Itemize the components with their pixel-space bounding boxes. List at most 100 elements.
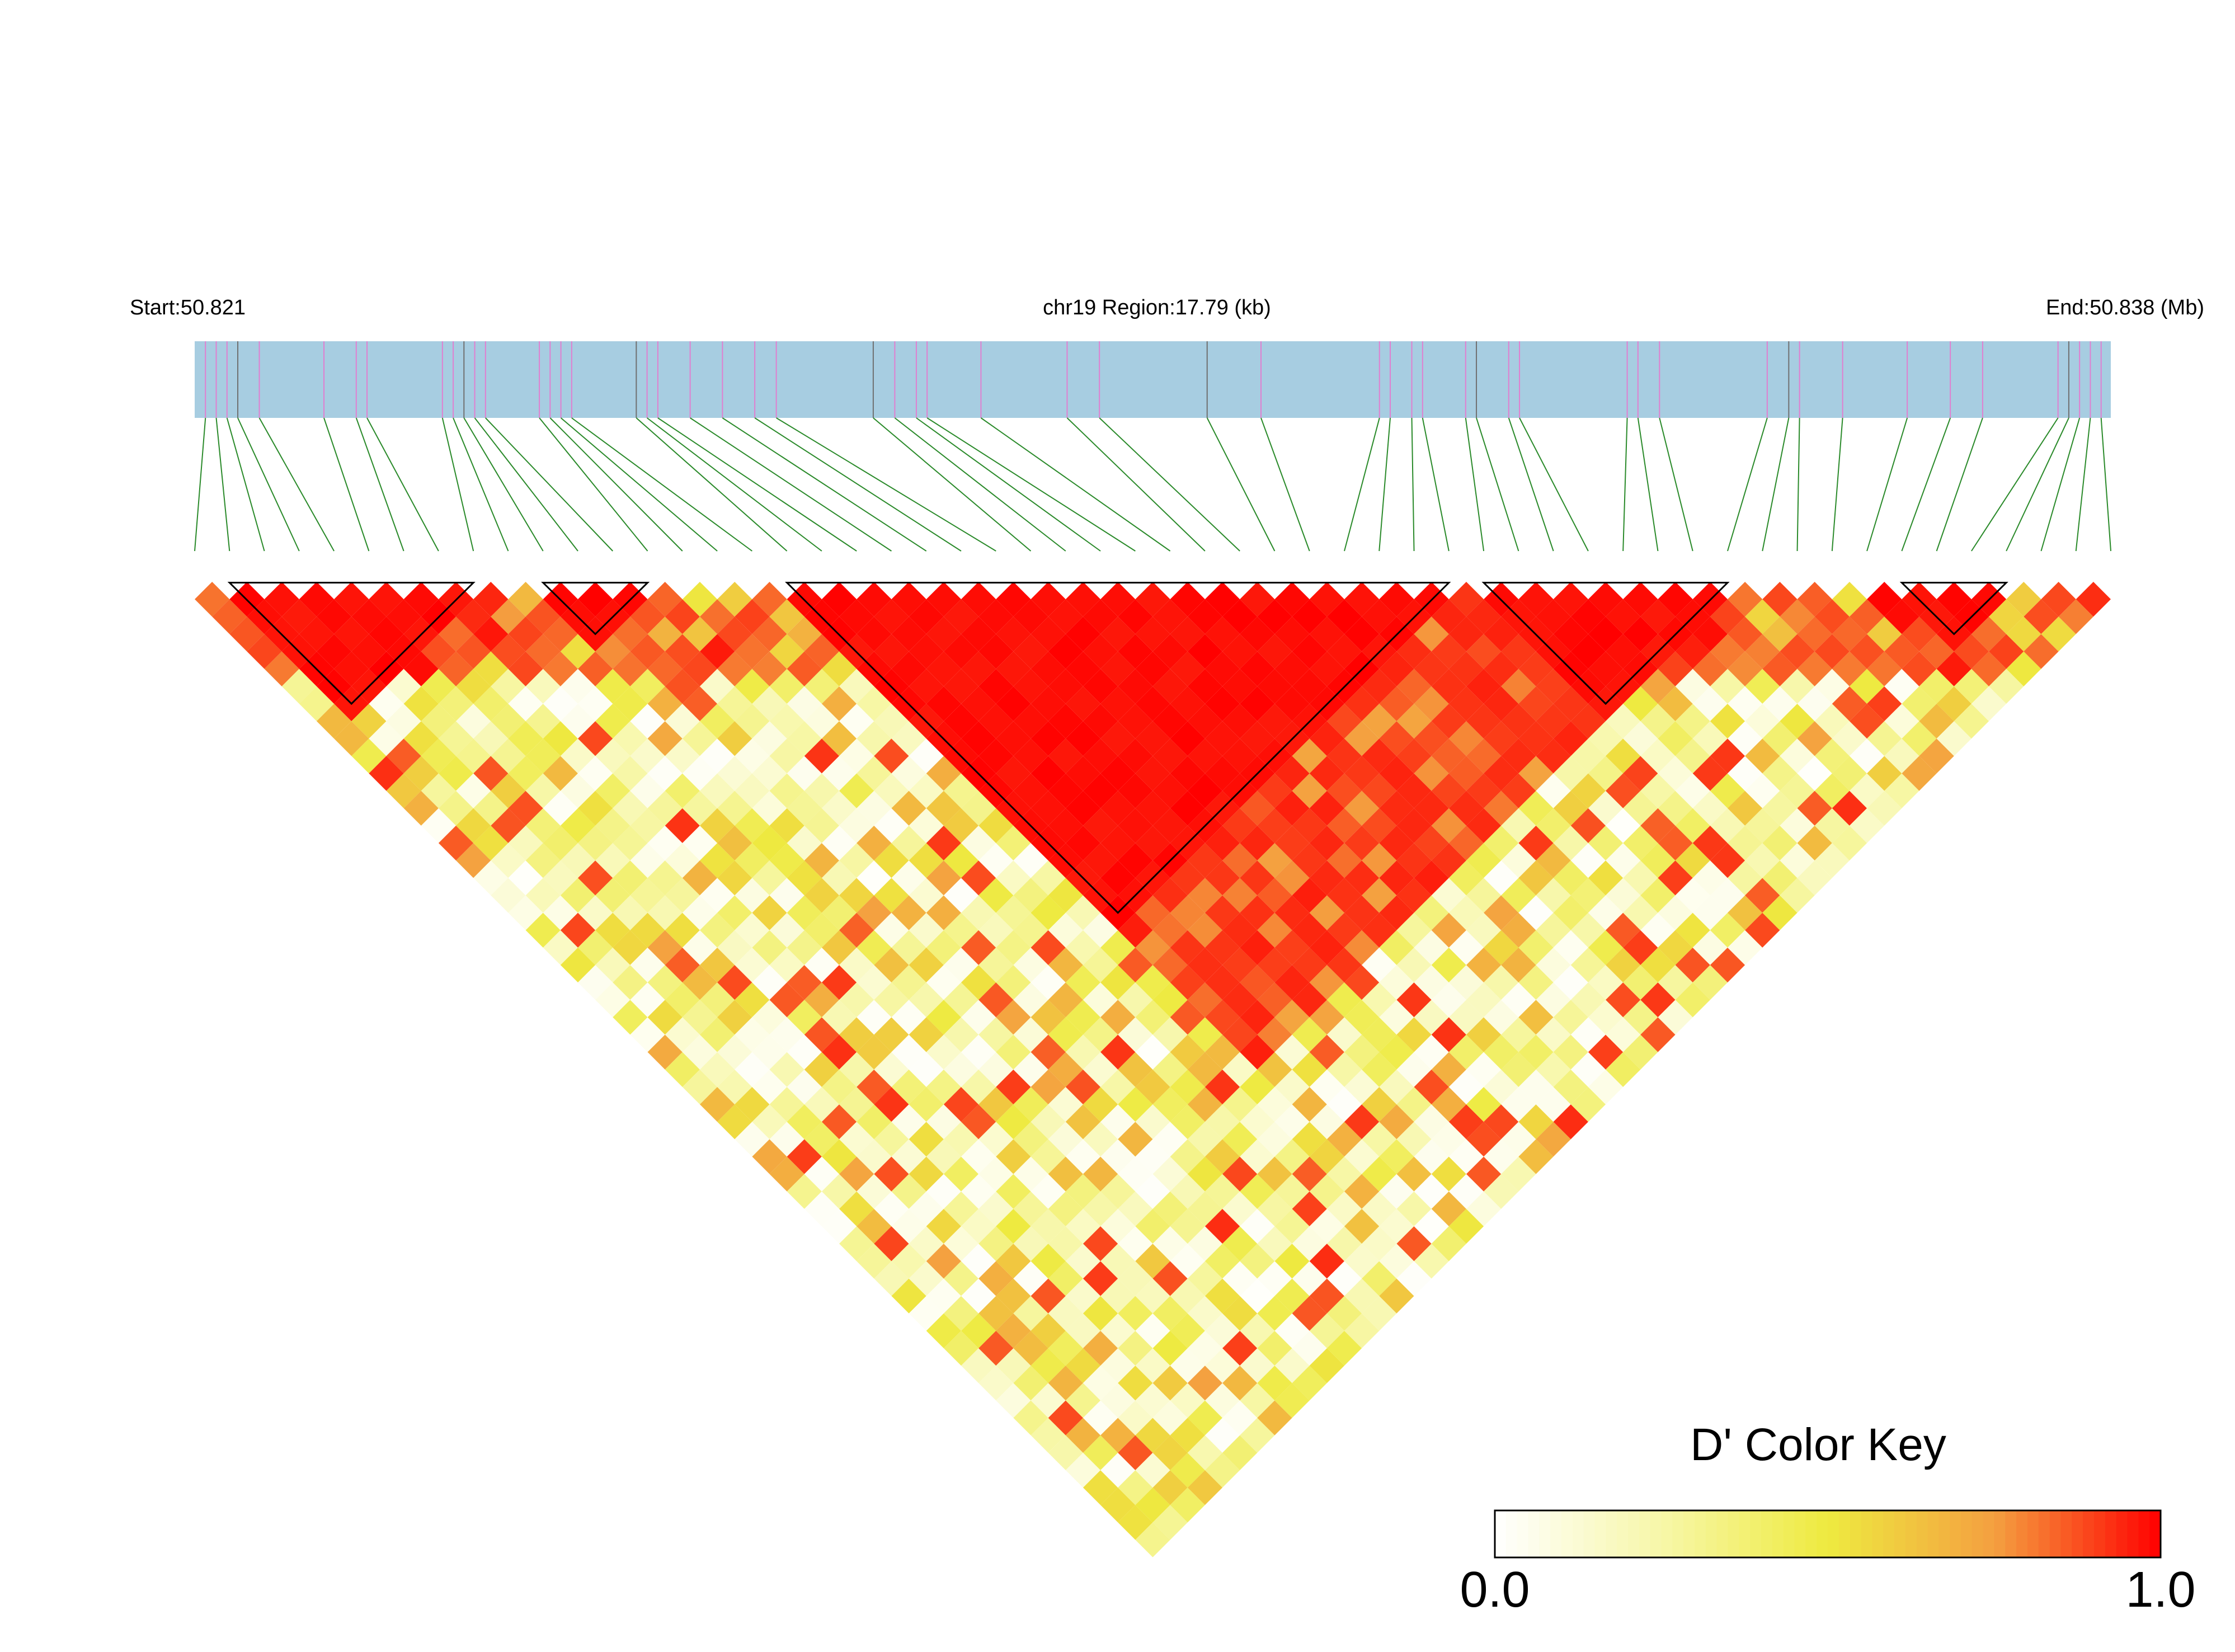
ld-cell <box>647 790 683 826</box>
ld-cell <box>1553 582 1588 617</box>
ld-cell <box>1135 756 1170 791</box>
ld-cell <box>1728 582 1763 617</box>
ld-cell <box>1414 930 1449 965</box>
ld-cell <box>1710 634 1745 669</box>
color-key-step <box>1672 1510 1684 1557</box>
ld-cell <box>665 912 700 948</box>
ld-cell <box>1135 1348 1170 1383</box>
ld-cell <box>1518 860 1554 896</box>
ld-cell <box>1553 790 1588 826</box>
ld-cell <box>1814 808 1850 844</box>
ld-cell <box>543 721 578 756</box>
ld-cell <box>1536 947 1571 983</box>
ld-cell <box>978 1261 1014 1296</box>
ld-cell <box>1728 721 1763 756</box>
ld-cell <box>1362 982 1397 1018</box>
ld-cell <box>996 1000 1031 1035</box>
ld-cell <box>943 1017 979 1052</box>
ld-cell <box>1692 756 1728 791</box>
snp-connector <box>636 417 788 552</box>
ld-cell <box>839 912 874 948</box>
ld-cell <box>1048 912 1083 948</box>
ld-cell <box>543 895 578 930</box>
ld-cell <box>1448 582 1484 617</box>
ld-cell <box>821 1034 857 1070</box>
ld-cell <box>525 878 561 913</box>
ld-cell <box>891 965 926 1000</box>
ld-cell <box>1344 930 1380 965</box>
ld-cell <box>1065 1069 1101 1105</box>
ld-cell <box>1274 1139 1310 1174</box>
ld-cell <box>961 1244 996 1279</box>
color-key-step <box>2083 1510 2095 1557</box>
ld-cell <box>961 895 996 930</box>
snp-connector <box>657 417 857 552</box>
ld-cell <box>1170 1139 1205 1174</box>
ld-cell <box>647 686 683 722</box>
ld-cell <box>1222 738 1258 774</box>
ld-cell <box>438 790 474 826</box>
ld-cell <box>735 808 770 844</box>
ld-cell <box>1884 634 1919 669</box>
ld-cell <box>1152 982 1188 1018</box>
ld-cell <box>1501 669 1536 704</box>
ld-cell <box>1204 1034 1240 1070</box>
ld-cell <box>1274 1069 1310 1105</box>
ld-cell <box>1204 686 1240 722</box>
ld-cell <box>1606 808 1641 844</box>
ld-cell <box>1326 1261 1362 1296</box>
color-key-step <box>1927 1510 1939 1557</box>
ld-cell <box>1692 895 1728 930</box>
ld-cell <box>491 738 526 774</box>
ld-cell <box>1466 599 1502 634</box>
ld-cell <box>1118 1400 1153 1436</box>
ld-cell <box>1274 651 1310 686</box>
ld-cell <box>1431 1052 1466 1087</box>
snp-ticks <box>205 341 2102 418</box>
ld-cell <box>1484 686 1519 722</box>
ld-cell <box>1326 1086 1362 1122</box>
ld-cell <box>1658 721 1693 756</box>
ld-cell <box>1326 843 1362 878</box>
snp-connector <box>1411 417 1415 552</box>
ld-cell <box>491 703 526 739</box>
ld-cell <box>1240 1313 1275 1348</box>
ld-cell <box>1065 1244 1101 1279</box>
color-key-step <box>1761 1510 1773 1557</box>
ld-cell <box>1240 651 1275 686</box>
ld-cell <box>1710 843 1745 878</box>
ld-cell <box>821 1069 857 1105</box>
ld-cell <box>1623 790 1658 826</box>
snp-connector <box>463 417 544 552</box>
ld-cell <box>1170 1313 1205 1348</box>
ld-cell <box>1658 790 1693 826</box>
ld-cell <box>926 582 961 617</box>
ld-cell <box>1501 1156 1536 1192</box>
ld-cell <box>891 895 926 930</box>
ld-cell <box>560 843 596 878</box>
ld-cell <box>1989 599 2024 634</box>
ld-cell <box>1745 773 1780 808</box>
ld-cell <box>438 686 474 722</box>
color-key-step <box>1916 1510 1928 1557</box>
ld-cell <box>630 634 665 669</box>
ld-cell <box>1414 1139 1449 1174</box>
ld-cell <box>821 721 857 756</box>
ld-cell <box>769 1122 804 1157</box>
ld-cell <box>943 1330 979 1366</box>
ld-cell <box>316 599 352 634</box>
ld-cell <box>2058 599 2093 634</box>
ld-cell <box>752 651 787 686</box>
ld-cell <box>1588 965 1624 1000</box>
ld-cell <box>909 1261 944 1296</box>
ld-cell <box>735 703 770 739</box>
ld-cell <box>1326 703 1362 739</box>
ld-cell <box>787 686 822 722</box>
color-key-step <box>1728 1510 1739 1557</box>
ld-cell <box>1118 1191 1153 1227</box>
ld-cell <box>491 808 526 844</box>
ld-cell <box>978 634 1014 669</box>
ld-cell <box>769 808 804 844</box>
ld-cell <box>525 808 561 844</box>
